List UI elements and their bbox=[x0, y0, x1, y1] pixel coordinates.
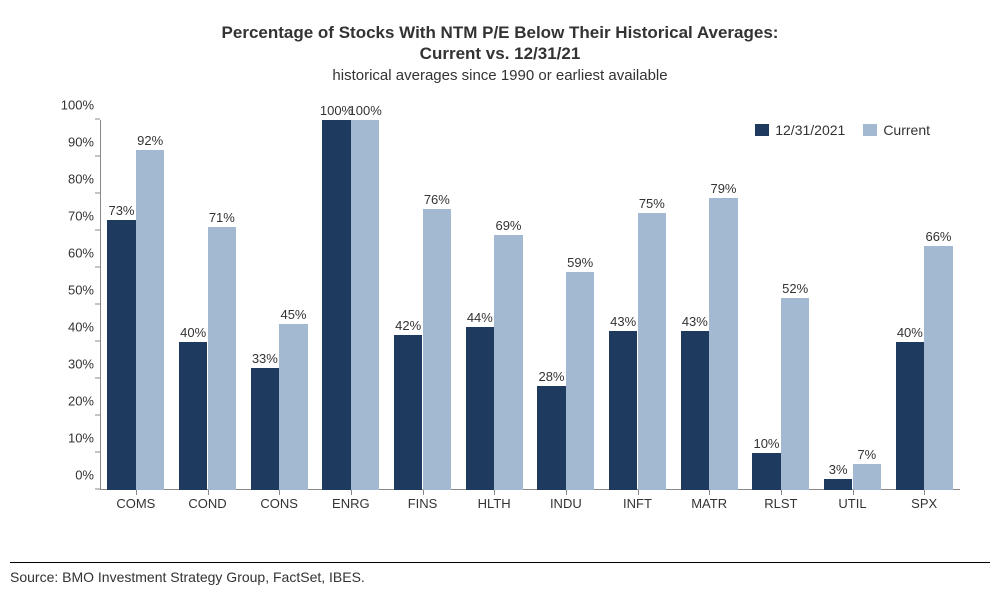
y-tick-label: 30% bbox=[68, 357, 94, 372]
bar: 66% bbox=[924, 246, 953, 490]
bar-value-label: 40% bbox=[897, 325, 923, 342]
x-tick-label: INFT bbox=[623, 496, 652, 511]
bar-value-label: 3% bbox=[829, 462, 848, 479]
bar-value-label: 66% bbox=[925, 229, 951, 246]
bar: 42% bbox=[394, 335, 423, 490]
bar: 44% bbox=[466, 327, 495, 490]
chart-title-block: Percentage of Stocks With NTM P/E Below … bbox=[0, 0, 1000, 85]
bar: 79% bbox=[709, 198, 738, 490]
y-tick-label: 50% bbox=[68, 283, 94, 298]
bar: 71% bbox=[208, 227, 237, 490]
bar: 43% bbox=[681, 331, 710, 490]
y-axis: 0%10%20%30%40%50%60%70%80%90%100% bbox=[55, 120, 100, 490]
bar: 40% bbox=[179, 342, 208, 490]
bar: 10% bbox=[752, 453, 781, 490]
x-tick-label: COND bbox=[188, 496, 226, 511]
bar: 100% bbox=[351, 120, 380, 490]
y-tick-label: 60% bbox=[68, 246, 94, 261]
chart-title-line1: Percentage of Stocks With NTM P/E Below … bbox=[0, 22, 1000, 43]
bar: 52% bbox=[781, 298, 810, 490]
x-tick-label: FINS bbox=[408, 496, 438, 511]
x-tick-mark bbox=[494, 490, 495, 495]
x-tick-label: MATR bbox=[691, 496, 727, 511]
bar-value-label: 43% bbox=[610, 314, 636, 331]
bar-value-label: 40% bbox=[180, 325, 206, 342]
bar-value-label: 43% bbox=[682, 314, 708, 331]
bar: 73% bbox=[107, 220, 136, 490]
x-tick-label: INDU bbox=[550, 496, 582, 511]
bar-value-label: 28% bbox=[538, 369, 564, 386]
x-tick-label: ENRG bbox=[332, 496, 370, 511]
chart-area: 12/31/2021Current 0%10%20%30%40%50%60%70… bbox=[55, 120, 960, 520]
bar: 69% bbox=[494, 235, 523, 490]
bar: 100% bbox=[322, 120, 351, 490]
bar-value-label: 33% bbox=[252, 351, 278, 368]
source-footer: Source: BMO Investment Strategy Group, F… bbox=[10, 562, 990, 585]
x-axis: COMS COND CONS ENRG FINS HLTH INDU INFT MATR RLST… bbox=[100, 490, 960, 520]
x-tick-mark bbox=[924, 490, 925, 495]
bar-value-label: 76% bbox=[424, 192, 450, 209]
y-tick-label: 10% bbox=[68, 431, 94, 446]
bar-value-label: 52% bbox=[782, 281, 808, 298]
x-tick-mark bbox=[351, 490, 352, 495]
bar: 45% bbox=[279, 324, 308, 491]
bar-value-label: 71% bbox=[209, 210, 235, 227]
bar: 28% bbox=[537, 386, 566, 490]
x-tick-mark bbox=[279, 490, 280, 495]
bar: 3% bbox=[824, 479, 853, 490]
y-tick-label: 20% bbox=[68, 394, 94, 409]
bar-value-label: 100% bbox=[349, 103, 382, 120]
bar: 7% bbox=[853, 464, 882, 490]
x-tick-mark bbox=[853, 490, 854, 495]
bar: 76% bbox=[423, 209, 452, 490]
bar: 33% bbox=[251, 368, 280, 490]
x-tick-label: SPX bbox=[911, 496, 937, 511]
bar: 92% bbox=[136, 150, 165, 490]
x-tick-label: CONS bbox=[260, 496, 298, 511]
x-tick-mark bbox=[566, 490, 567, 495]
bar-value-label: 69% bbox=[495, 218, 521, 235]
bar-value-label: 75% bbox=[639, 196, 665, 213]
bar-value-label: 73% bbox=[108, 203, 134, 220]
y-axis-line bbox=[100, 120, 101, 490]
y-tick-label: 0% bbox=[75, 468, 94, 483]
y-tick-label: 70% bbox=[68, 209, 94, 224]
bar-value-label: 79% bbox=[710, 181, 736, 198]
x-tick-mark bbox=[709, 490, 710, 495]
y-tick-label: 90% bbox=[68, 135, 94, 150]
chart-title-line2: Current vs. 12/31/21 bbox=[0, 43, 1000, 64]
bar: 75% bbox=[638, 213, 667, 491]
plot-area: 73%92%40%71%33%45%100%100%42%76%44%69%28… bbox=[100, 120, 960, 490]
bar-value-label: 42% bbox=[395, 318, 421, 335]
bar-value-label: 59% bbox=[567, 255, 593, 272]
x-tick-mark bbox=[638, 490, 639, 495]
x-tick-mark bbox=[136, 490, 137, 495]
bar: 43% bbox=[609, 331, 638, 490]
y-tick-label: 100% bbox=[61, 98, 94, 113]
x-tick-mark bbox=[208, 490, 209, 495]
x-tick-label: RLST bbox=[764, 496, 797, 511]
x-tick-label: HLTH bbox=[478, 496, 511, 511]
x-tick-label: COMS bbox=[116, 496, 155, 511]
x-tick-mark bbox=[781, 490, 782, 495]
bar-value-label: 10% bbox=[753, 436, 779, 453]
y-tick-label: 80% bbox=[68, 172, 94, 187]
bar-value-label: 7% bbox=[857, 447, 876, 464]
bar-value-label: 45% bbox=[280, 307, 306, 324]
chart-subtitle: historical averages since 1990 or earlie… bbox=[0, 67, 1000, 86]
x-tick-mark bbox=[423, 490, 424, 495]
bar: 40% bbox=[896, 342, 925, 490]
bar-value-label: 44% bbox=[467, 310, 493, 327]
bar-value-label: 92% bbox=[137, 133, 163, 150]
bar: 59% bbox=[566, 272, 595, 490]
y-tick-label: 40% bbox=[68, 320, 94, 335]
x-tick-label: UTIL bbox=[838, 496, 866, 511]
